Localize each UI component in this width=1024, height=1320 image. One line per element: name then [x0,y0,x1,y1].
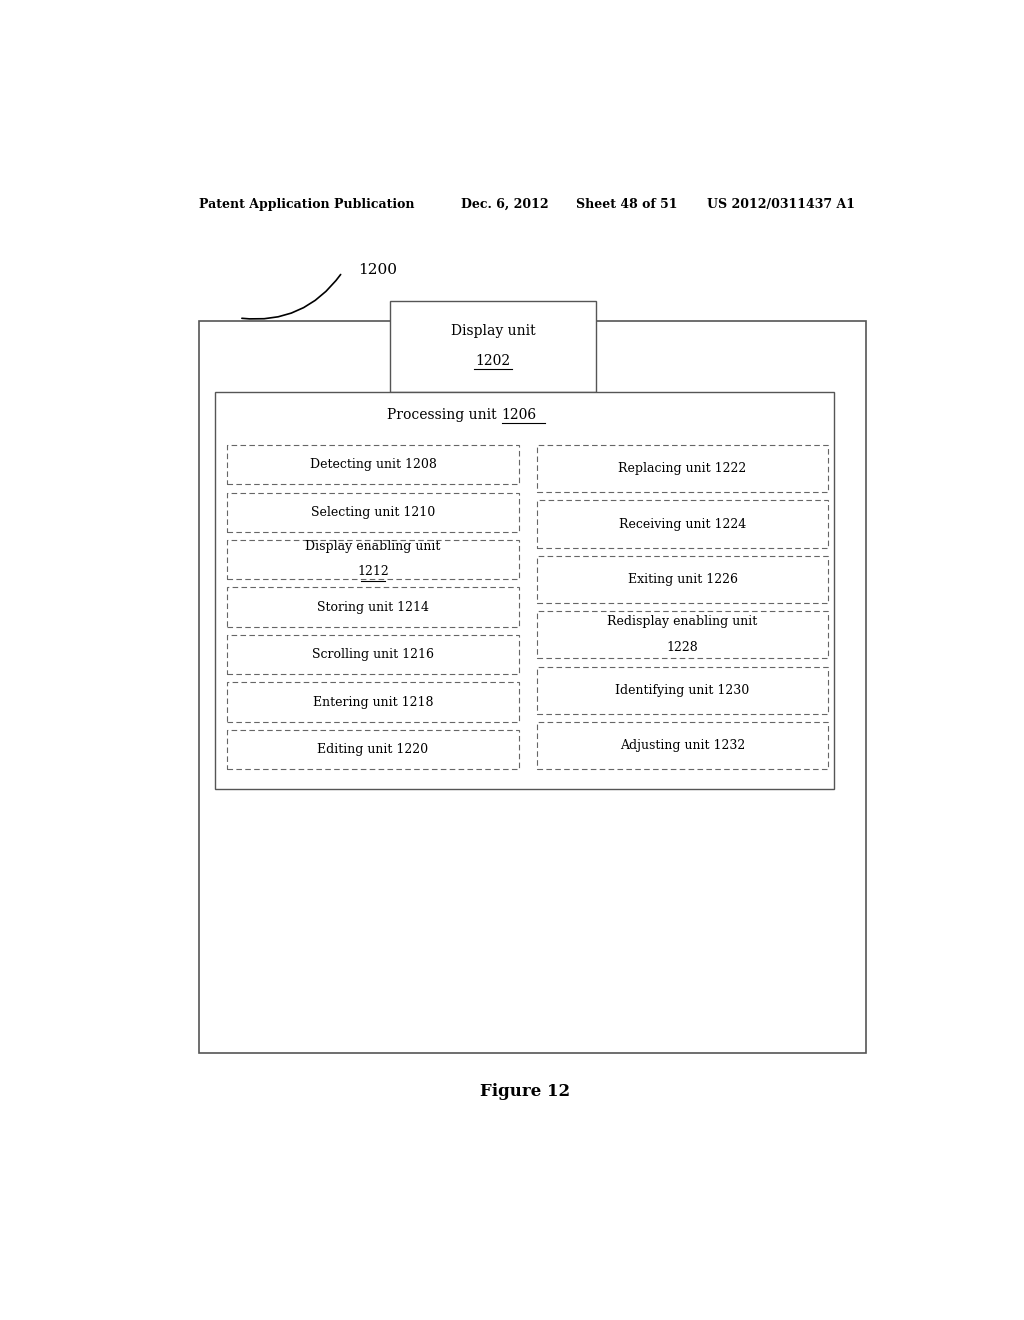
Text: Identifying unit 1230: Identifying unit 1230 [615,684,750,697]
Text: 1212: 1212 [357,565,389,578]
Bar [390,301,596,392]
Text: 1228: 1228 [667,640,698,653]
Text: Patent Application Publication: Patent Application Publication [200,198,415,211]
Text: 1202: 1202 [475,354,511,368]
Text: Selecting unit 1210: Selecting unit 1210 [311,506,435,519]
Bar [537,667,828,714]
Text: Processing unit: Processing unit [387,408,501,421]
Text: Entering unit 1218: Entering unit 1218 [312,696,433,709]
Text: 1200: 1200 [358,263,397,277]
Bar [227,730,519,770]
Bar [215,392,835,788]
Text: Dec. 6, 2012: Dec. 6, 2012 [461,198,549,211]
Bar [200,321,866,1053]
Text: Redisplay enabling unit: Redisplay enabling unit [607,615,758,628]
Bar [537,500,828,548]
Text: Storing unit 1214: Storing unit 1214 [317,601,429,614]
Bar [227,492,519,532]
Bar [227,682,519,722]
Bar [227,635,519,675]
Text: Sheet 48 of 51: Sheet 48 of 51 [577,198,678,211]
Text: Figure 12: Figure 12 [479,1082,570,1100]
Text: Detecting unit 1208: Detecting unit 1208 [309,458,436,471]
Bar [537,445,828,492]
Bar [537,611,828,659]
Text: Exiting unit 1226: Exiting unit 1226 [628,573,737,586]
Text: 1206: 1206 [502,408,537,421]
Text: Replacing unit 1222: Replacing unit 1222 [618,462,746,475]
Text: Editing unit 1220: Editing unit 1220 [317,743,429,756]
Text: Scrolling unit 1216: Scrolling unit 1216 [312,648,434,661]
Bar [227,540,519,579]
Bar [537,722,828,770]
Bar [227,445,519,484]
Bar [227,587,519,627]
Text: Display unit: Display unit [451,325,536,338]
Text: Display enabling unit: Display enabling unit [305,540,440,553]
Text: Adjusting unit 1232: Adjusting unit 1232 [620,739,745,752]
Text: Receiving unit 1224: Receiving unit 1224 [618,517,746,531]
Bar [537,556,828,603]
Text: US 2012/0311437 A1: US 2012/0311437 A1 [708,198,855,211]
